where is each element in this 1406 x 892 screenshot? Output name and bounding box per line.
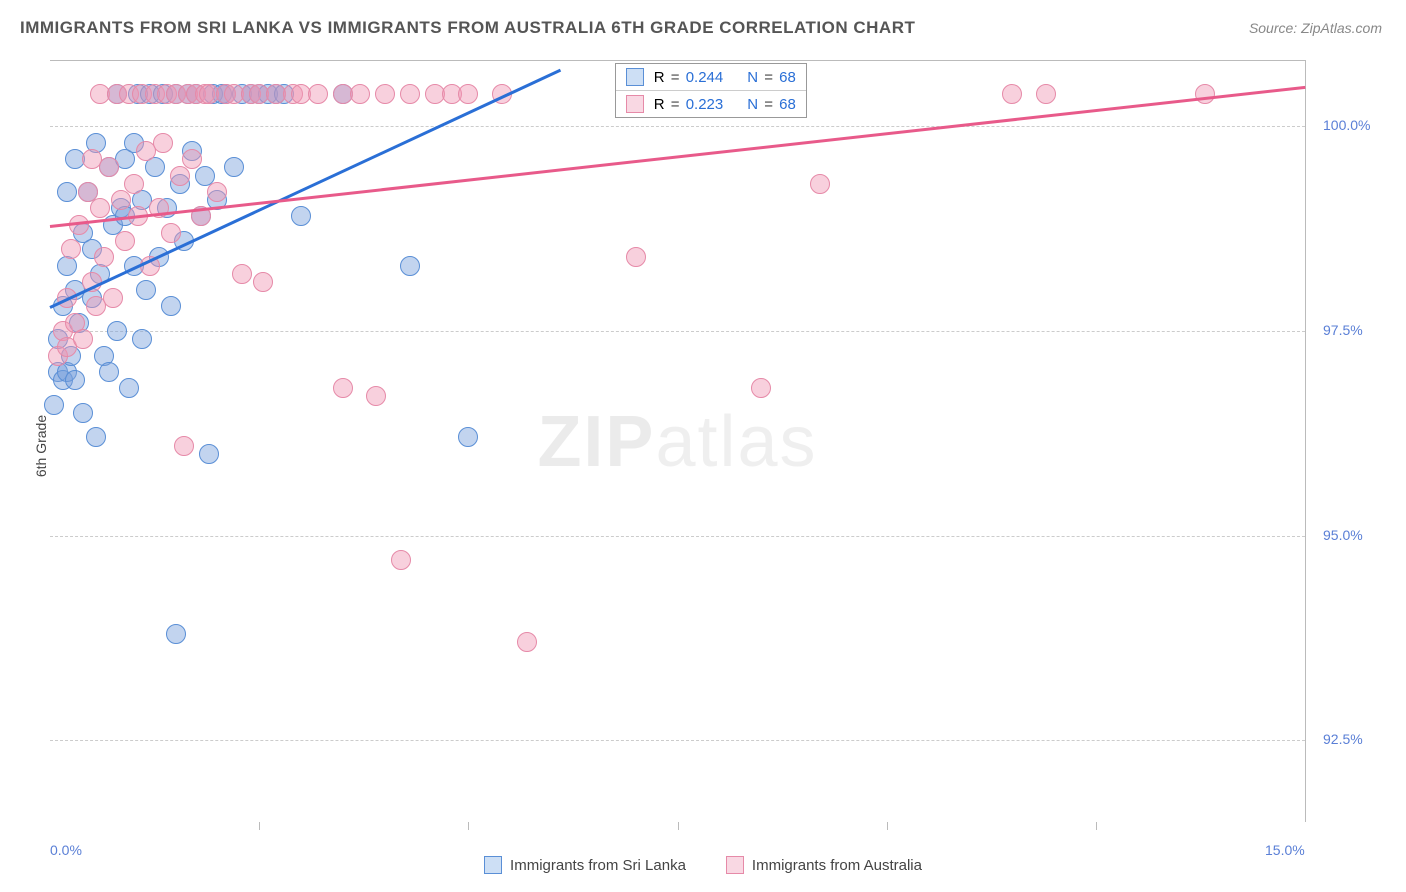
scatter-point [153,133,173,153]
stats-swatch [626,68,644,86]
y-tick-label: 92.5% [1323,731,1363,747]
scatter-point [517,632,537,652]
y-axis-label: 6th Grade [33,415,49,477]
scatter-point [166,624,186,644]
scatter-point [90,198,110,218]
scatter-point [73,403,93,423]
watermark-light: atlas [655,402,817,482]
scatter-point [391,550,411,570]
scatter-point [99,362,119,382]
stats-r-label: R = 0.244 [654,69,723,86]
scatter-point [207,182,227,202]
scatter-point [124,174,144,194]
scatter-point [224,157,244,177]
stats-box: R = 0.244 N = 68 R = 0.223 N = 68 [615,63,807,118]
scatter-point [61,239,81,259]
scatter-point [65,370,85,390]
scatter-point [375,84,395,104]
chart-title: IMMIGRANTS FROM SRI LANKA VS IMMIGRANTS … [20,18,915,38]
scatter-point [751,378,771,398]
gridline-horizontal [50,536,1305,537]
y-tick-label: 100.0% [1323,117,1370,133]
y-tick-label: 95.0% [1323,527,1363,543]
scatter-point [111,190,131,210]
legend-swatch-sri-lanka [484,856,502,874]
scatter-point [86,427,106,447]
scatter-point [103,288,123,308]
scatter-point [400,256,420,276]
scatter-point [253,272,273,292]
scatter-point [94,247,114,267]
legend-swatch-australia [726,856,744,874]
stats-r-label: R = 0.223 [654,96,723,113]
scatter-point [170,166,190,186]
stats-swatch [626,95,644,113]
gridline-horizontal [50,331,1305,332]
legend-item-australia: Immigrants from Australia [726,856,922,874]
chart-plot-area: ZIPatlas 92.5%95.0%97.5%100.0%0.0%15.0%R… [50,60,1306,822]
scatter-point [308,84,328,104]
scatter-point [1002,84,1022,104]
scatter-point [810,174,830,194]
scatter-point [232,264,252,284]
scatter-point [107,321,127,341]
scatter-point [73,329,93,349]
scatter-point [626,247,646,267]
scatter-point [458,84,478,104]
scatter-point [57,182,77,202]
stats-n-label: N = 68 [747,69,796,86]
scatter-point [99,157,119,177]
scatter-point [333,378,353,398]
x-tick-minor [1096,822,1097,830]
stats-row: R = 0.244 N = 68 [616,64,806,90]
scatter-point [182,149,202,169]
stats-row: R = 0.223 N = 68 [616,90,806,117]
gridline-horizontal [50,740,1305,741]
legend-label-sri-lanka: Immigrants from Sri Lanka [510,857,686,874]
scatter-point [291,206,311,226]
y-tick-label: 97.5% [1323,322,1363,338]
x-tick-minor [678,822,679,830]
gridline-horizontal [50,126,1305,127]
scatter-point [350,84,370,104]
scatter-point [44,395,64,415]
scatter-point [174,436,194,456]
scatter-point [119,378,139,398]
x-tick-minor [468,822,469,830]
scatter-point [161,223,181,243]
scatter-point [132,329,152,349]
legend-item-sri-lanka: Immigrants from Sri Lanka [484,856,686,874]
x-tick-minor [259,822,260,830]
watermark: ZIPatlas [537,401,817,483]
scatter-point [400,84,420,104]
scatter-point [366,386,386,406]
watermark-bold: ZIP [537,402,655,482]
scatter-point [199,444,219,464]
scatter-point [115,231,135,251]
x-tick-minor [887,822,888,830]
source-attribution: Source: ZipAtlas.com [1249,20,1382,36]
scatter-point [458,427,478,447]
legend: Immigrants from Sri Lanka Immigrants fro… [0,856,1406,874]
scatter-point [161,296,181,316]
scatter-point [1036,84,1056,104]
legend-label-australia: Immigrants from Australia [752,857,922,874]
stats-n-label: N = 68 [747,96,796,113]
scatter-point [136,280,156,300]
